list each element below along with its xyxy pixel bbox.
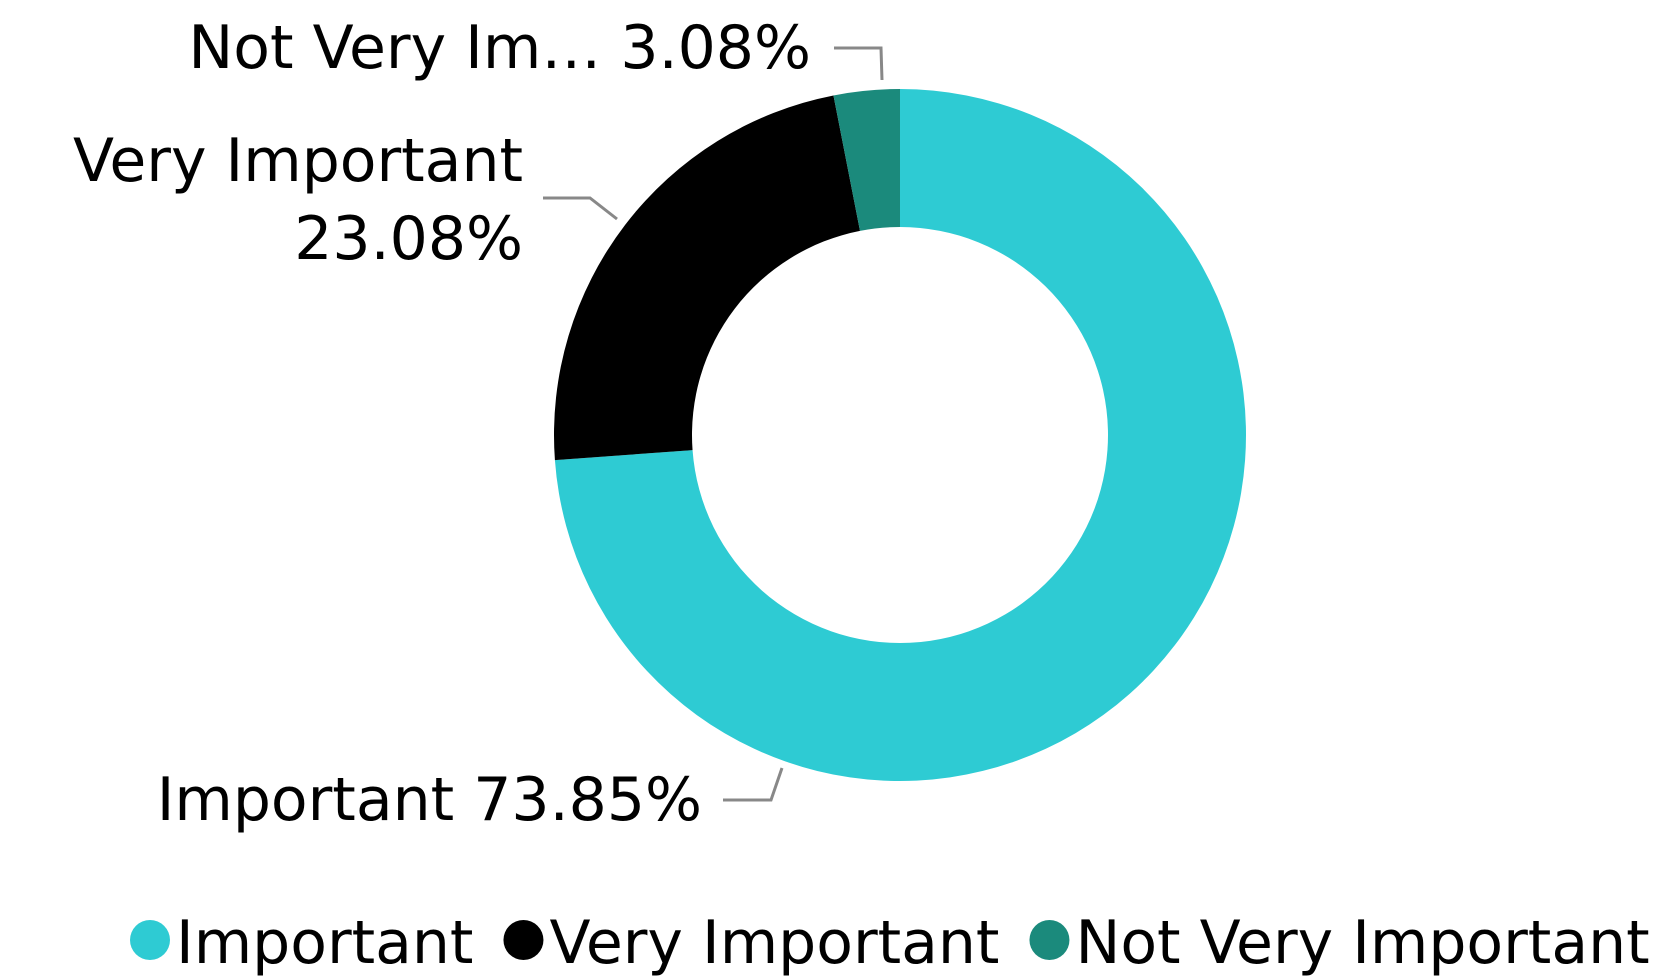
data-label: Very Important [73, 126, 523, 196]
label-value: 73.85% [473, 765, 702, 835]
leader-line [723, 767, 784, 802]
legend-marker [1029, 920, 1070, 960]
leader-line [543, 196, 618, 221]
label-value: 3.08% [620, 13, 811, 83]
label-name: Important [157, 765, 454, 835]
legend-label: Important [176, 908, 473, 977]
donut-slice [554, 95, 861, 461]
label-value: 23.08% [294, 204, 523, 274]
legend-marker [130, 920, 170, 960]
donut-slice [554, 89, 1247, 782]
donut-slice [833, 89, 900, 231]
label-name: Very Important [73, 126, 523, 196]
leader-line [834, 46, 884, 81]
legend-label: Very Important [549, 908, 999, 977]
legend-label: Not Very Important [1075, 908, 1649, 977]
label-name: Not Very Im… [188, 13, 601, 83]
data-label: Important 73.85% [157, 765, 702, 835]
data-label: 23.08% [294, 204, 523, 274]
legend-marker [503, 920, 544, 960]
data-label: Not Very Im… 3.08% [188, 13, 811, 83]
